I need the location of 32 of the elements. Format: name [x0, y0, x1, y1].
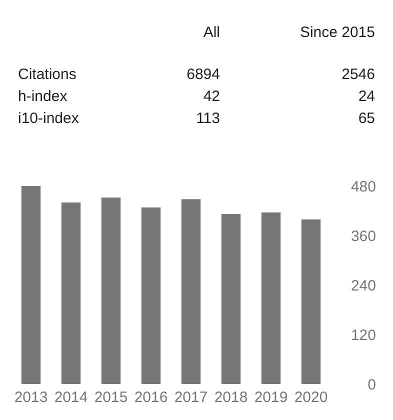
y-tick-label: 0	[368, 376, 376, 394]
x-tick-label: 2019	[254, 389, 288, 406]
text: 2546	[342, 66, 375, 83]
y-tick-label: 480	[350, 178, 376, 196]
text: 42	[203, 88, 220, 105]
x-tick-label: 2013	[14, 389, 48, 406]
x-tick-label: 2014	[54, 389, 88, 406]
x-tick-label: 2017	[174, 389, 208, 406]
text: 65	[358, 110, 375, 127]
category-label: i10-index	[18, 110, 79, 127]
category-label: Citations	[18, 66, 76, 83]
x-tick-label: 2016	[134, 389, 168, 406]
bar	[21, 186, 41, 384]
bar	[221, 214, 241, 384]
text: 24	[358, 88, 375, 105]
y-tick-label: 360	[350, 228, 376, 245]
text: 113	[196, 110, 220, 127]
y-tick-label: 240	[350, 277, 376, 294]
bar	[101, 198, 121, 384]
bar	[181, 199, 201, 384]
x-tick-label: 2015	[94, 389, 128, 406]
x-tick-label: 2020	[294, 389, 328, 406]
category-label: All	[203, 24, 220, 41]
text: 6894	[186, 66, 220, 83]
y-tick-label: 120	[350, 326, 376, 344]
x-tick-label: 2018	[214, 389, 248, 406]
bar	[301, 219, 321, 384]
category-label: Since 2015	[300, 24, 375, 41]
bar	[261, 212, 281, 384]
bar	[61, 202, 81, 384]
category-label: h-index	[18, 88, 68, 105]
bar	[141, 207, 161, 384]
